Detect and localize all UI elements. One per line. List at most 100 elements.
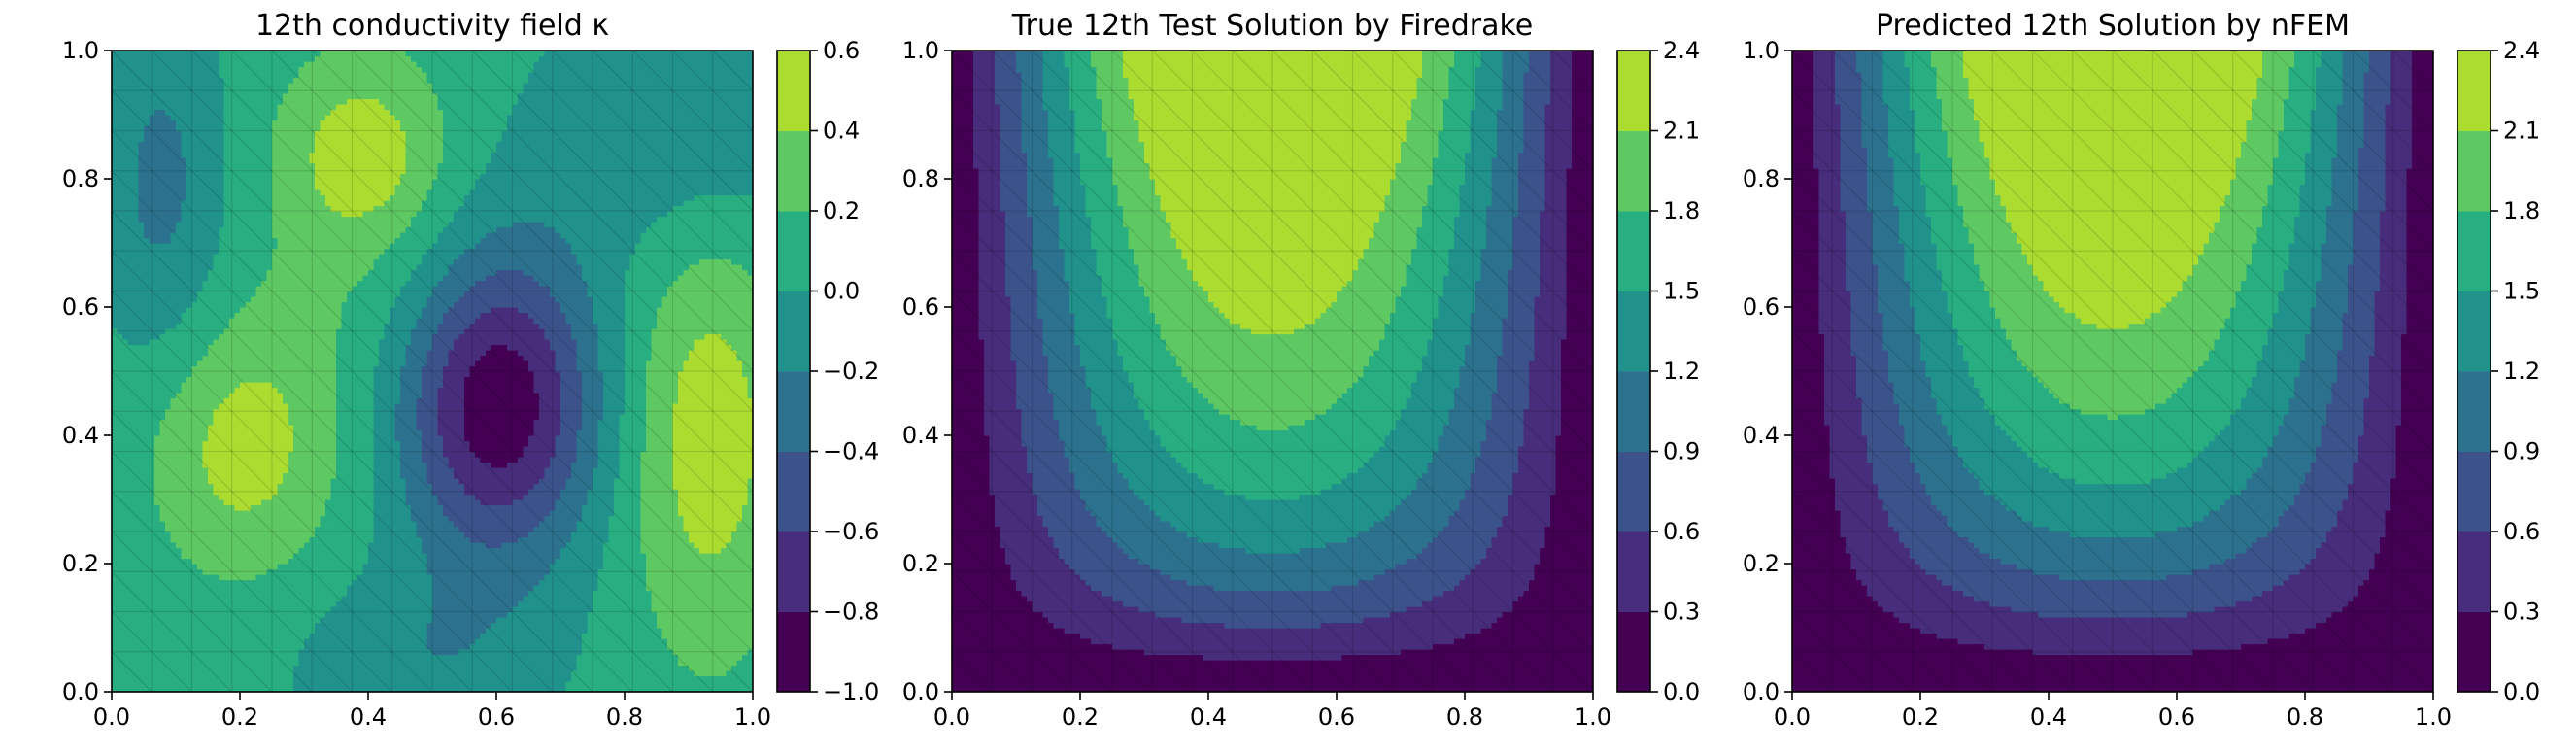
colorbar-band bbox=[1617, 211, 1650, 291]
colorbar-band bbox=[2457, 291, 2491, 372]
y-tick-label: 0.0 bbox=[902, 678, 939, 705]
subplot-title: True 12th Test Solution by Firedrake bbox=[1011, 9, 1534, 43]
mesh-overlay bbox=[112, 51, 753, 692]
colorbar-tick-label: 1.2 bbox=[2503, 358, 2540, 385]
colorbar-tick-label: 0.9 bbox=[2503, 438, 2540, 465]
y-tick-label: 0.4 bbox=[1743, 422, 1779, 449]
x-tick-label: 1.0 bbox=[734, 703, 771, 731]
y-tick-label: 0.8 bbox=[62, 165, 99, 192]
x-tick-label: 0.6 bbox=[2158, 703, 2195, 731]
colorbar-tick-label: 1.8 bbox=[1663, 197, 1700, 224]
colorbar-band bbox=[2457, 531, 2491, 612]
x-tick-label: 0.2 bbox=[221, 703, 258, 731]
x-tick-label: 0.4 bbox=[1190, 703, 1227, 731]
subplot-1: 12th conductivity field κ 0.0 0.2 0.4 0.6 0.8… bbox=[62, 9, 879, 731]
colorbar-band bbox=[2457, 51, 2491, 131]
colorbar-band bbox=[777, 371, 810, 452]
colorbar-tick-label: −0.2 bbox=[823, 358, 879, 385]
colorbar-tick-label: 2.4 bbox=[1663, 37, 1700, 64]
subplot-title: 12th conductivity field κ bbox=[255, 9, 609, 43]
contour-field bbox=[1792, 51, 2433, 692]
x-tick-label: 0.6 bbox=[1318, 703, 1355, 731]
y-tick-label: 1.0 bbox=[902, 37, 939, 64]
colorbar: −1.0 −0.8 −0.6 −0.4 −0.2 0.0 0.2 0.4 0.6 bbox=[776, 37, 879, 705]
axes-frame bbox=[111, 50, 754, 693]
colorbar-tick-label: 0.2 bbox=[823, 197, 860, 224]
x-tick-label: 0.4 bbox=[350, 703, 387, 731]
x-tick-label: 0.4 bbox=[2030, 703, 2067, 731]
colorbar-tick-label: 0.6 bbox=[2503, 518, 2540, 545]
x-tick-label: 0.2 bbox=[1062, 703, 1099, 731]
colorbar-tick-label: −0.4 bbox=[823, 438, 879, 465]
colorbar-band bbox=[1617, 531, 1650, 612]
colorbar-tick-label: 0.4 bbox=[823, 118, 860, 145]
colorbar-tick-label: 0.6 bbox=[1663, 518, 1700, 545]
axes-frame bbox=[1791, 50, 2434, 693]
colorbar-band bbox=[777, 291, 810, 372]
y-tick-label: 1.0 bbox=[1743, 37, 1779, 64]
colorbar-tick-label: 0.6 bbox=[823, 37, 860, 64]
x-tick-label: 0.2 bbox=[1902, 703, 1939, 731]
x-tick-label: 0.8 bbox=[2287, 703, 2323, 731]
y-tick-label: 0.0 bbox=[62, 678, 99, 705]
colorbar-band bbox=[777, 451, 810, 532]
colorbar-band bbox=[1617, 451, 1650, 532]
y-tick-label: 0.8 bbox=[902, 165, 939, 192]
x-tick-label: 0.0 bbox=[933, 703, 970, 731]
colorbar-band bbox=[777, 51, 810, 131]
colorbar-band bbox=[2457, 451, 2491, 532]
colorbar-band bbox=[777, 531, 810, 612]
colorbar-band bbox=[1617, 371, 1650, 452]
y-tick-label: 0.8 bbox=[1743, 165, 1779, 192]
colorbar-band bbox=[2457, 211, 2491, 291]
mesh-overlay bbox=[1792, 51, 2433, 692]
x-tick-label: 0.0 bbox=[93, 703, 130, 731]
y-tick-label: 0.2 bbox=[902, 550, 939, 577]
x-tick-label: 1.0 bbox=[1575, 703, 1611, 731]
y-tick-label: 0.4 bbox=[62, 422, 99, 449]
colorbar-tick-label: 2.1 bbox=[2503, 118, 2540, 145]
y-tick-label: 0.0 bbox=[1743, 678, 1779, 705]
colorbar-band bbox=[777, 611, 810, 693]
axes-frame bbox=[951, 50, 1594, 693]
colorbar-tick-label: −0.6 bbox=[823, 518, 879, 545]
x-tick-label: 1.0 bbox=[2415, 703, 2452, 731]
mesh-overlay bbox=[952, 51, 1593, 692]
colorbar-tick-label: 2.1 bbox=[1663, 118, 1700, 145]
colorbar-tick-label: 1.2 bbox=[1663, 358, 1700, 385]
x-tick-label: 0.6 bbox=[478, 703, 515, 731]
x-tick-label: 0.0 bbox=[1774, 703, 1811, 731]
colorbar-tick-label: 2.4 bbox=[2503, 37, 2540, 64]
subplot-title: Predicted 12th Solution by nFEM bbox=[1876, 9, 2350, 43]
subplot-3: Predicted 12th Solution by nFEM 0.0 0.2 0.4… bbox=[1743, 9, 2540, 731]
colorbar-tick-label: 1.5 bbox=[1663, 278, 1700, 305]
colorbar-band bbox=[1617, 51, 1650, 131]
contour-field bbox=[112, 51, 753, 692]
colorbar: 0.0 0.3 0.6 0.9 1.2 1.5 1.8 2.1 2.4 bbox=[2457, 37, 2540, 705]
colorbar-tick-label: 1.5 bbox=[2503, 278, 2540, 305]
y-tick-label: 0.4 bbox=[902, 422, 939, 449]
colorbar-band bbox=[777, 211, 810, 291]
colorbar-band bbox=[2457, 371, 2491, 452]
colorbar: 0.0 0.3 0.6 0.9 1.2 1.5 1.8 2.1 2.4 bbox=[1616, 37, 1700, 705]
y-tick-label: 0.2 bbox=[1743, 550, 1779, 577]
colorbar-band bbox=[2457, 130, 2491, 212]
colorbar-tick-label: −1.0 bbox=[823, 678, 879, 705]
y-tick-label: 0.6 bbox=[1743, 293, 1779, 321]
x-tick-label: 0.8 bbox=[1446, 703, 1483, 731]
y-tick-label: 0.6 bbox=[902, 293, 939, 321]
y-tick-label: 0.6 bbox=[62, 293, 99, 321]
colorbar-tick-label: 0.3 bbox=[2503, 599, 2540, 626]
y-tick-label: 1.0 bbox=[62, 37, 99, 64]
colorbar-band bbox=[1617, 291, 1650, 372]
colorbar-band bbox=[2457, 611, 2491, 693]
colorbar-tick-label: 0.3 bbox=[1663, 599, 1700, 626]
colorbar-tick-label: −0.8 bbox=[823, 599, 879, 626]
contour-field bbox=[952, 51, 1593, 692]
colorbar-tick-label: 0.9 bbox=[1663, 438, 1700, 465]
x-tick-label: 0.8 bbox=[606, 703, 643, 731]
colorbar-tick-label: 0.0 bbox=[1663, 678, 1700, 705]
y-tick-label: 0.2 bbox=[62, 550, 99, 577]
